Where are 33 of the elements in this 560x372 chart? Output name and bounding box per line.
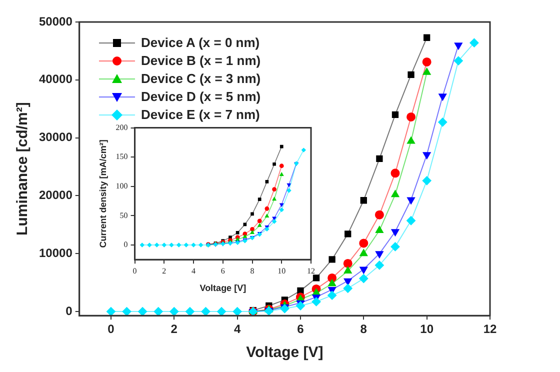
x-tick-label: 2	[162, 266, 166, 276]
x-tick-label: 8	[360, 322, 368, 336]
y-tick-label: 0	[124, 240, 128, 250]
x-tick-label: 10	[420, 322, 434, 336]
x-tick-label: 6	[297, 322, 304, 336]
legend-label: Device C (x = 3 nm)	[141, 70, 261, 88]
legend-label: Device E (x = 7 nm)	[141, 106, 260, 124]
y-tick-label: 0	[66, 304, 73, 318]
x-axis-title: Voltage [V]	[246, 344, 324, 362]
legend-label: Device D (x = 5 nm)	[141, 88, 261, 106]
y-axis-title: Luminance [cd/m²]	[14, 102, 32, 236]
y-tick-label: 10000	[38, 246, 73, 260]
x-tick-label: 0	[132, 266, 137, 276]
legend-label: Device A (x = 0 nm)	[141, 34, 260, 52]
y-tick-label: 50	[120, 210, 128, 220]
x-tick-label: 10	[278, 266, 286, 276]
x-tick-label: 12	[307, 266, 315, 276]
y-tick-label: 20000	[38, 188, 73, 202]
x-tick-label: 4	[234, 322, 241, 336]
y-tick-label: 100	[116, 181, 128, 190]
y-tick-label: 30000	[38, 130, 73, 144]
x-tick-label: 2	[170, 322, 178, 336]
x-tick-label: 4	[192, 266, 196, 276]
y-tick-label: 50000	[38, 14, 73, 28]
legend-label: Device B (x = 1 nm)	[141, 52, 261, 70]
y-tick-label: 200	[116, 122, 128, 132]
y-tick-label: 40000	[38, 72, 73, 86]
x-tick-label: 12	[483, 322, 497, 336]
x-axis-title: Voltage [V]	[200, 283, 246, 294]
x-tick-label: 8	[250, 266, 254, 276]
y-tick-label: 150	[116, 152, 128, 162]
y-axis-title: Current density [mA/cm²]	[98, 140, 108, 248]
x-tick-label: 6	[220, 266, 225, 276]
